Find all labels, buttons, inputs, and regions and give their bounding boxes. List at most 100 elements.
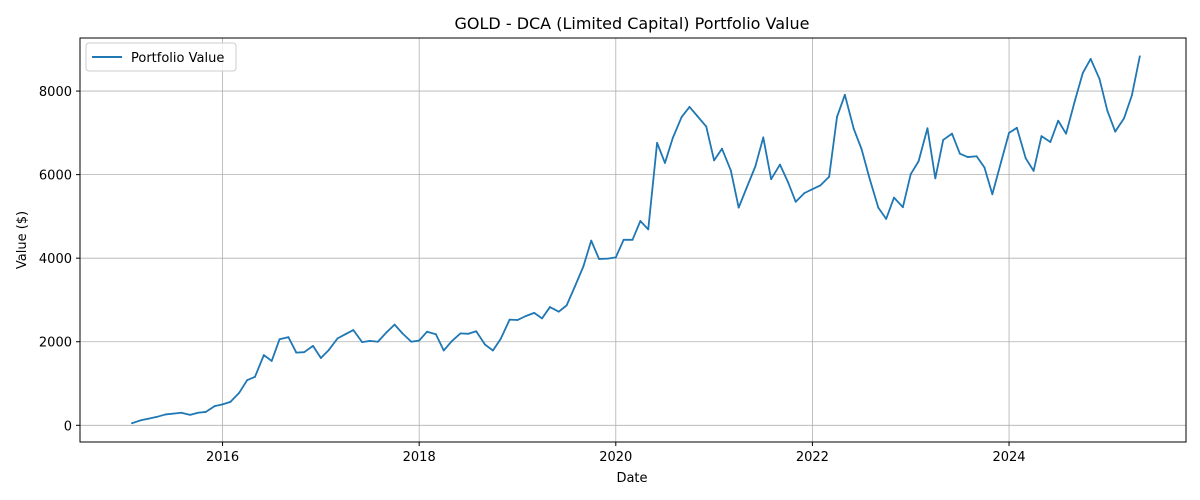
data-point-79 [779,163,781,166]
x-tick-label-3: 2022 [796,450,829,465]
data-point-85 [828,175,831,178]
data-point-104 [983,166,986,169]
data-point-36 [426,330,428,333]
data-point-14 [246,379,249,382]
data-point-76 [754,165,757,168]
y-axis-title: Value ($) [15,211,30,269]
data-point-5 [172,412,175,415]
grid-lines [80,38,1186,442]
data-point-45 [499,337,502,340]
x-tick-label-4: 2024 [992,450,1025,465]
data-point-121 [1123,117,1125,120]
data-point-94 [901,206,904,209]
data-point-58 [607,257,609,260]
data-point-92 [885,218,888,220]
data-point-122 [1131,94,1133,97]
y-tick-label-4: 8000 [39,85,72,100]
data-point-69 [696,115,699,118]
data-point-57 [598,258,600,260]
data-point-84 [819,184,822,187]
data-point-0 [131,422,134,425]
data-point-101 [958,152,961,155]
data-point-28 [361,341,364,344]
data-point-4 [164,413,167,416]
data-point-99 [942,139,945,141]
data-point-66 [671,136,674,139]
data-point-115 [1074,99,1076,102]
data-point-88 [852,127,855,130]
data-point-23 [319,357,322,359]
data-point-107 [1008,131,1010,134]
data-point-13 [238,391,241,394]
data-point-68 [688,106,691,108]
data-point-29 [369,340,371,342]
data-point-80 [786,180,789,183]
data-point-19 [287,336,290,339]
legend-box [85,42,237,72]
data-point-64 [656,141,658,144]
data-point-123 [1138,55,1141,58]
y-tick-label-2: 4000 [39,252,72,267]
data-point-2 [147,417,150,420]
data-point-116 [1081,72,1084,74]
series-layer [131,55,1141,425]
y-tick-label-0: 0 [64,419,72,434]
data-point-105 [991,193,994,196]
data-point-75 [745,187,748,189]
data-point-25 [336,337,339,340]
data-point-81 [794,200,797,203]
data-point-48 [524,315,527,318]
data-point-26 [344,333,347,336]
data-point-108 [1016,126,1018,129]
data-point-118 [1098,78,1101,80]
data-point-77 [762,136,765,139]
data-point-32 [393,323,396,326]
y-tick-label-1: 2000 [39,336,72,351]
legend: Portfolio Value [85,42,237,72]
data-point-53 [565,304,568,307]
data-point-111 [1040,135,1043,138]
data-point-3 [155,416,158,418]
data-point-114 [1065,132,1067,135]
data-point-82 [803,192,806,194]
data-point-98 [934,177,937,180]
data-point-6 [180,411,183,414]
data-point-18 [278,338,281,341]
x-tick-label-1: 2018 [403,450,436,465]
data-point-59 [614,256,617,259]
data-point-24 [327,349,330,351]
data-point-50 [541,317,543,320]
axis-ticks: 2016 2018 2020 2022 2024 0 2000 4000 6000 8000 [39,85,1026,465]
data-point-39 [450,340,453,343]
x-tick-label-2: 2020 [599,450,632,465]
data-point-16 [262,354,265,356]
data-point-35 [418,339,421,342]
data-point-95 [909,173,912,176]
x-tick-label-0: 2016 [206,450,239,465]
data-point-62 [639,220,642,222]
data-point-120 [1114,130,1117,133]
data-point-42 [475,330,478,333]
data-point-100 [951,132,953,135]
data-point-15 [254,375,256,378]
data-point-54 [573,286,576,289]
data-point-52 [557,310,560,313]
data-point-37 [434,333,437,336]
data-point-72 [721,147,723,150]
data-point-86 [836,116,838,118]
data-point-70 [705,125,708,128]
data-point-119 [1106,109,1109,112]
plot-area-frame [79,37,1187,443]
data-point-90 [868,177,871,179]
data-point-103 [975,155,978,158]
data-point-96 [917,160,920,163]
data-point-106 [1000,160,1003,163]
data-point-74 [737,206,740,209]
data-point-78 [770,178,773,181]
data-point-31 [385,331,388,334]
data-point-55 [582,265,585,268]
data-point-87 [843,93,846,96]
data-point-27 [352,329,355,331]
data-point-63 [647,228,650,231]
